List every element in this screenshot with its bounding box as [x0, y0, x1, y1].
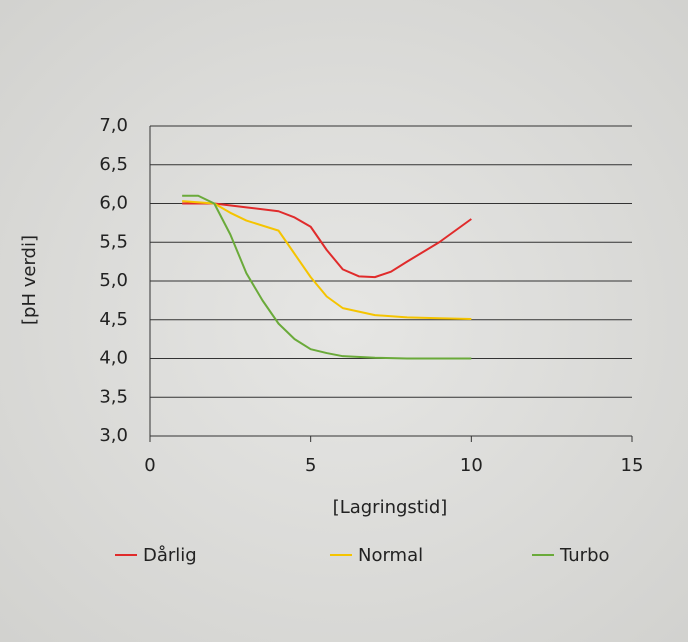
legend-label: Dårlig	[143, 545, 197, 566]
x-tick-label: 5	[305, 455, 316, 476]
y-tick-label: 7,0	[99, 115, 128, 136]
y-axis-label: [pH verdi]	[19, 235, 40, 325]
y-tick-label: 4,0	[99, 348, 128, 369]
legend-label: Normal	[358, 545, 423, 566]
chart: [Lagringstid] [pH verdi] 3,0 3,5 4,0 4,5 5,0…	[0, 0, 688, 642]
y-tick-label: 5,5	[99, 231, 128, 252]
x-axis-label: [Lagringstid]	[333, 497, 448, 518]
y-tick-label: 5,0	[99, 270, 128, 291]
x-tick-label: 15	[621, 455, 644, 476]
y-tick-label: 3,0	[99, 425, 128, 446]
y-tick-label: 4,5	[99, 309, 128, 330]
x-tick-label: 0	[144, 455, 155, 476]
legend-label: Turbo	[559, 545, 610, 566]
page: {"chart_data": {"type": "line", "xlabel"…	[0, 0, 688, 642]
y-tick-label: 6,0	[99, 193, 128, 214]
x-tick-label: 10	[460, 455, 483, 476]
y-tick-label: 3,5	[99, 386, 128, 407]
y-tick-label: 6,5	[99, 154, 128, 175]
